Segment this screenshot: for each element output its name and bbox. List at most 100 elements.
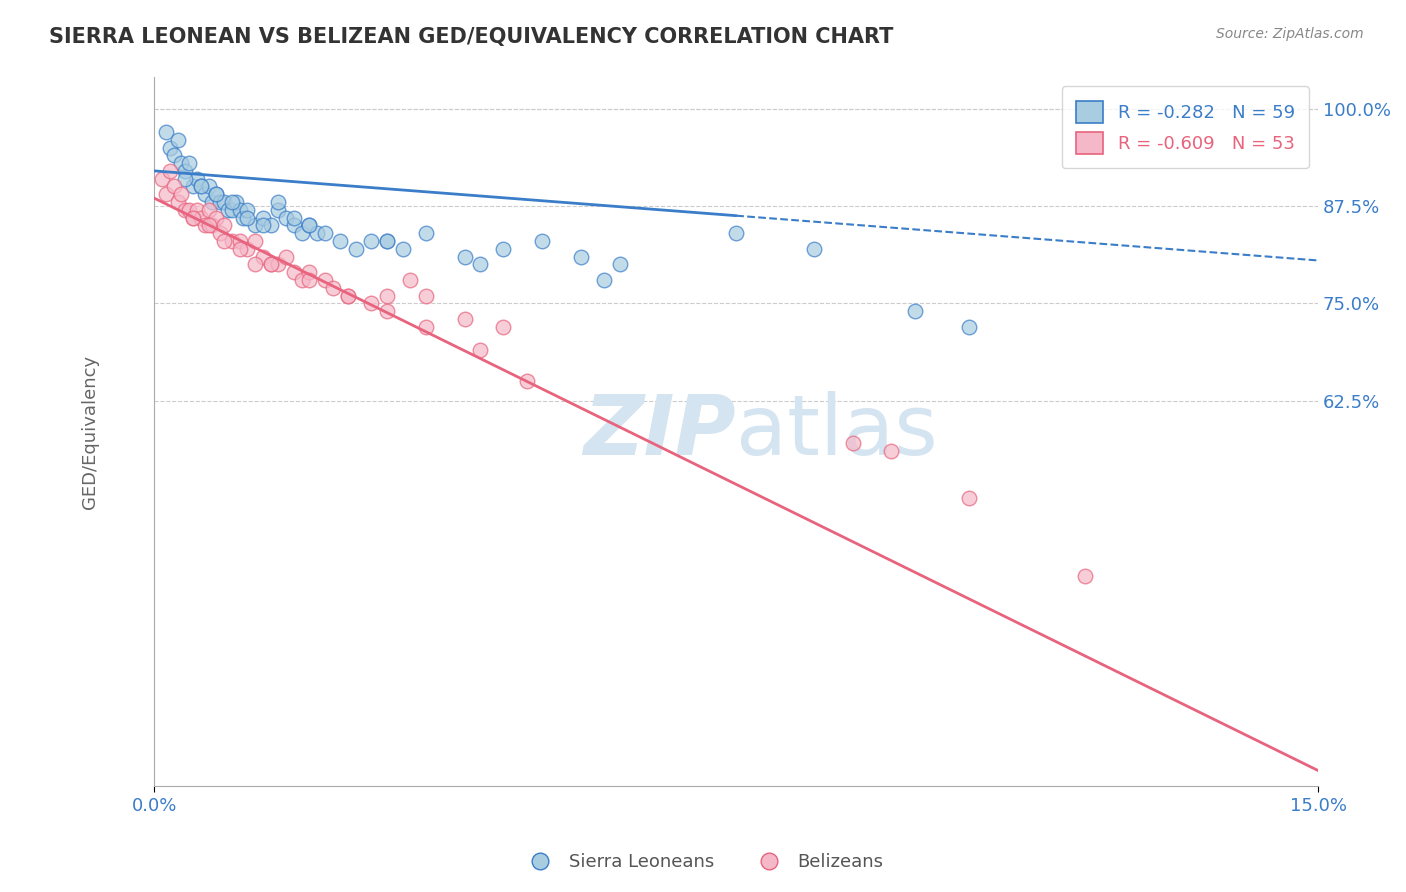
Point [267, 195, 290, 210]
Point [531, 234, 554, 248]
Point [259, 257, 281, 271]
Point [468, 343, 491, 357]
Point [415, 226, 437, 240]
Point [243, 234, 266, 248]
Point [468, 257, 491, 271]
Point [159, 164, 181, 178]
Point [375, 234, 398, 248]
Point [209, 195, 232, 210]
Point [181, 211, 204, 225]
Point [904, 304, 927, 318]
Point [236, 242, 259, 256]
Point [236, 202, 259, 217]
Point [201, 219, 224, 233]
Point [197, 202, 219, 217]
Point [344, 242, 367, 256]
Point [221, 195, 243, 210]
Point [337, 288, 360, 302]
Point [197, 219, 219, 233]
Point [221, 234, 243, 248]
Point [291, 273, 314, 287]
Point [880, 444, 903, 458]
Point [243, 219, 266, 233]
Point [228, 242, 250, 256]
Point [415, 288, 437, 302]
Point [194, 187, 217, 202]
Point [283, 211, 305, 225]
Point [205, 187, 228, 202]
Point [212, 195, 235, 210]
Point [205, 187, 228, 202]
Point [399, 273, 422, 287]
Point [360, 296, 382, 310]
Point [166, 195, 188, 210]
Point [841, 436, 863, 450]
Point [190, 211, 212, 225]
Point [166, 133, 188, 147]
Point [609, 257, 631, 271]
Point [174, 202, 197, 217]
Point [298, 265, 321, 279]
Point [181, 179, 204, 194]
Point [217, 202, 239, 217]
Point [298, 219, 321, 233]
Point [170, 156, 193, 170]
Point [179, 202, 201, 217]
Point [209, 226, 232, 240]
Point [190, 179, 212, 194]
Point [314, 226, 336, 240]
Point [186, 171, 208, 186]
Point [329, 234, 352, 248]
Point [291, 226, 314, 240]
Point [225, 195, 247, 210]
Point [267, 257, 290, 271]
Point [267, 202, 290, 217]
Point [259, 257, 281, 271]
Point [492, 242, 515, 256]
Point [170, 187, 193, 202]
Point [283, 219, 305, 233]
Point [201, 195, 224, 210]
Point [569, 250, 592, 264]
Point [162, 179, 184, 194]
Point [415, 319, 437, 334]
Point [492, 319, 515, 334]
Point [221, 202, 243, 217]
Point [1074, 569, 1097, 583]
Point [197, 179, 219, 194]
Point [190, 179, 212, 194]
Point [228, 202, 250, 217]
Point [252, 219, 274, 233]
Point [186, 202, 208, 217]
Point [179, 156, 201, 170]
Text: atlas: atlas [737, 392, 938, 472]
Text: ZIP: ZIP [583, 392, 737, 472]
Point [174, 171, 197, 186]
Point [516, 374, 538, 388]
Point [232, 211, 254, 225]
Point [337, 288, 360, 302]
Point [212, 234, 235, 248]
Point [725, 226, 748, 240]
Point [283, 265, 305, 279]
Point [162, 148, 184, 162]
Point [453, 250, 475, 264]
Point [181, 211, 204, 225]
Point [453, 311, 475, 326]
Text: GED/Equivalency: GED/Equivalency [82, 355, 100, 508]
Point [375, 234, 398, 248]
Point [243, 257, 266, 271]
Point [259, 219, 281, 233]
Point [307, 226, 329, 240]
Text: SIERRA LEONEAN VS BELIZEAN GED/EQUIVALENCY CORRELATION CHART: SIERRA LEONEAN VS BELIZEAN GED/EQUIVALEN… [49, 27, 894, 46]
Point [174, 164, 197, 178]
Legend: R = -0.282   N = 59, R = -0.609   N = 53: R = -0.282 N = 59, R = -0.609 N = 53 [1062, 87, 1309, 169]
Point [803, 242, 825, 256]
Text: Source: ZipAtlas.com: Source: ZipAtlas.com [1216, 27, 1364, 41]
Point [252, 211, 274, 225]
Point [212, 219, 235, 233]
Point [228, 234, 250, 248]
Point [236, 211, 259, 225]
Point [276, 250, 298, 264]
Point [276, 211, 298, 225]
